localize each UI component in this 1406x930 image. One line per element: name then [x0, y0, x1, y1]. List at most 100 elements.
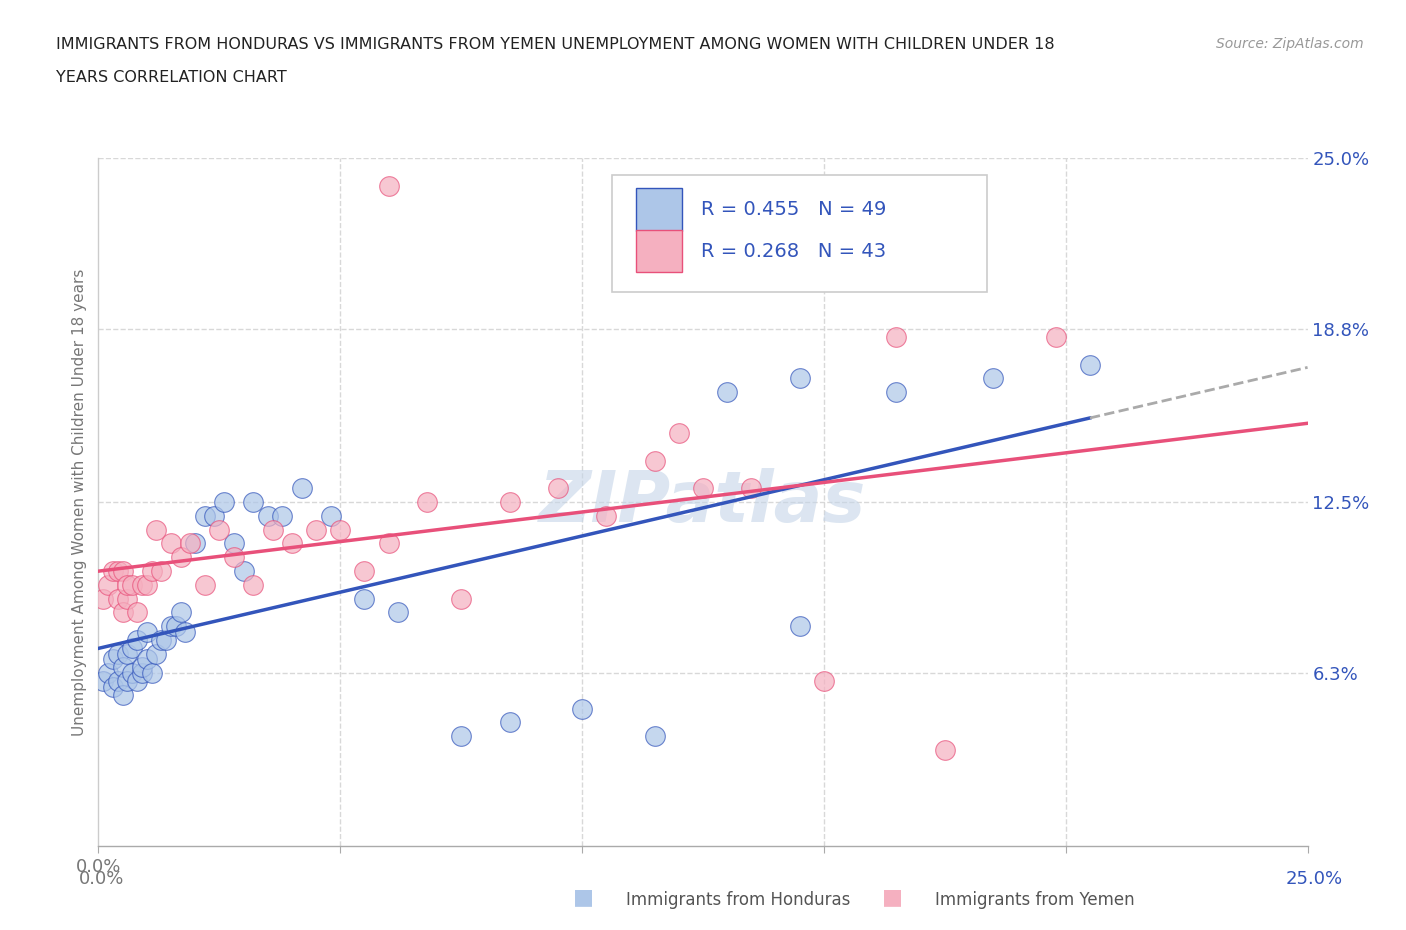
Point	[121, 666, 143, 681]
Point	[107, 591, 129, 606]
Point	[262, 523, 284, 538]
Point	[169, 604, 191, 619]
Text: Source: ZipAtlas.com: Source: ZipAtlas.com	[1216, 37, 1364, 51]
Point	[155, 632, 177, 647]
Text: IMMIGRANTS FROM HONDURAS VS IMMIGRANTS FROM YEMEN UNEMPLOYMENT AMONG WOMEN WITH : IMMIGRANTS FROM HONDURAS VS IMMIGRANTS F…	[56, 37, 1054, 52]
Point	[117, 578, 139, 592]
FancyBboxPatch shape	[637, 230, 682, 272]
Point	[174, 624, 197, 639]
Point	[212, 495, 235, 510]
Point	[169, 550, 191, 565]
Point	[329, 523, 352, 538]
Point	[668, 426, 690, 441]
Point	[131, 660, 153, 675]
Point	[934, 742, 956, 757]
Point	[290, 481, 312, 496]
Point	[107, 673, 129, 688]
Point	[789, 618, 811, 633]
Point	[377, 536, 399, 551]
Point	[117, 646, 139, 661]
Point	[353, 564, 375, 578]
Point	[595, 509, 617, 524]
Point	[91, 673, 114, 688]
Point	[131, 666, 153, 681]
Point	[111, 687, 134, 702]
Point	[416, 495, 439, 510]
Text: R = 0.455   N = 49: R = 0.455 N = 49	[700, 200, 886, 219]
Point	[145, 523, 167, 538]
Point	[208, 523, 231, 538]
Point	[160, 536, 183, 551]
Point	[450, 729, 472, 744]
Point	[498, 715, 520, 730]
Text: ZIPatlas: ZIPatlas	[540, 468, 866, 537]
Point	[107, 646, 129, 661]
Point	[127, 673, 149, 688]
Text: 0.0%: 0.0%	[79, 870, 124, 887]
Point	[127, 632, 149, 647]
Point	[1078, 357, 1101, 372]
Point	[242, 578, 264, 592]
Text: YEARS CORRELATION CHART: YEARS CORRELATION CHART	[56, 70, 287, 85]
Point	[121, 578, 143, 592]
Point	[101, 652, 124, 667]
Point	[111, 660, 134, 675]
Point	[450, 591, 472, 606]
Text: Immigrants from Honduras: Immigrants from Honduras	[626, 891, 851, 910]
FancyBboxPatch shape	[637, 189, 682, 231]
Point	[194, 509, 217, 524]
Point	[813, 673, 835, 688]
Point	[353, 591, 375, 606]
Text: Immigrants from Yemen: Immigrants from Yemen	[935, 891, 1135, 910]
Point	[179, 536, 201, 551]
Point	[145, 646, 167, 661]
Point	[131, 578, 153, 592]
Point	[127, 604, 149, 619]
Point	[97, 666, 120, 681]
Point	[692, 481, 714, 496]
Point	[135, 624, 157, 639]
Point	[281, 536, 304, 551]
Point	[150, 564, 173, 578]
Point	[204, 509, 226, 524]
Point	[121, 641, 143, 656]
Point	[97, 578, 120, 592]
Point	[111, 604, 134, 619]
Point	[740, 481, 762, 496]
Point	[101, 564, 124, 578]
Point	[141, 564, 163, 578]
Point	[789, 371, 811, 386]
FancyBboxPatch shape	[613, 176, 987, 292]
Point	[101, 679, 124, 694]
Point	[222, 550, 245, 565]
Point	[387, 604, 409, 619]
Point	[256, 509, 278, 524]
Point	[319, 509, 342, 524]
Point	[184, 536, 207, 551]
Point	[111, 564, 134, 578]
Point	[498, 495, 520, 510]
Point	[117, 591, 139, 606]
Point	[222, 536, 245, 551]
Text: ■: ■	[883, 887, 903, 908]
Point	[91, 591, 114, 606]
Point	[644, 454, 666, 469]
Text: R = 0.268   N = 43: R = 0.268 N = 43	[700, 242, 886, 260]
Point	[716, 385, 738, 400]
Point	[644, 729, 666, 744]
Point	[150, 632, 173, 647]
Point	[571, 701, 593, 716]
Point	[242, 495, 264, 510]
Point	[194, 578, 217, 592]
Point	[981, 371, 1004, 386]
Point	[232, 564, 254, 578]
Point	[135, 578, 157, 592]
Point	[271, 509, 294, 524]
Text: ■: ■	[574, 887, 593, 908]
Point	[117, 673, 139, 688]
Point	[165, 618, 187, 633]
Point	[305, 523, 328, 538]
Point	[141, 666, 163, 681]
Point	[107, 564, 129, 578]
Text: 25.0%: 25.0%	[1286, 870, 1343, 887]
